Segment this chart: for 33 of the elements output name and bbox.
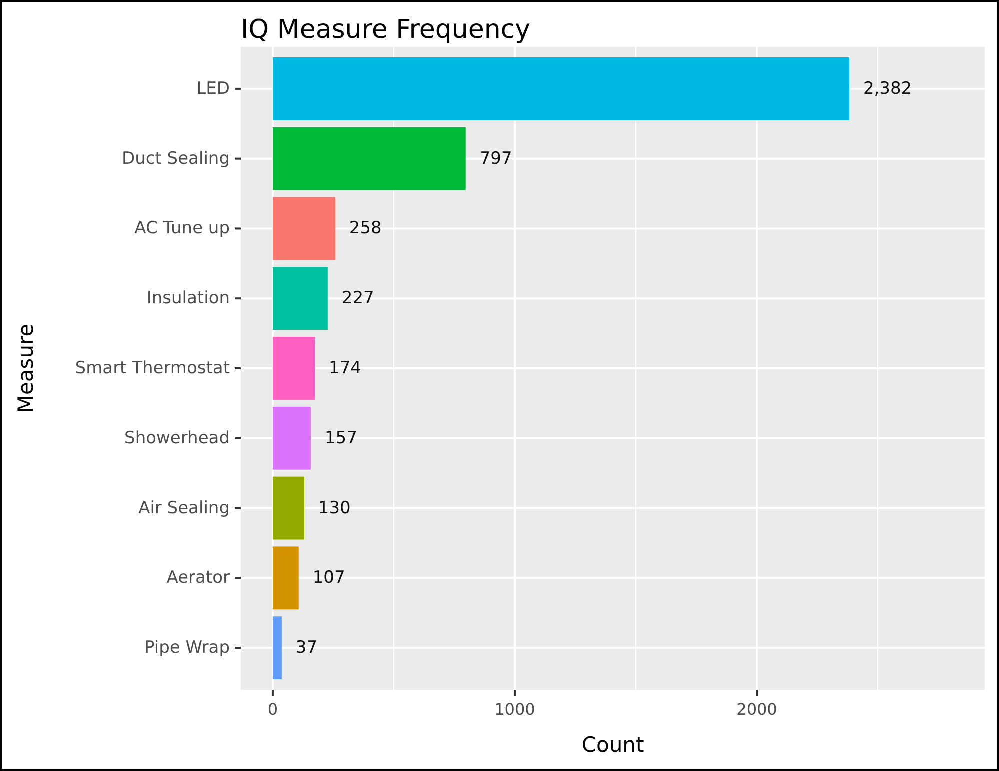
y-tick-label: Insulation — [146, 288, 230, 309]
data-label: 37 — [296, 638, 318, 658]
y-tick-label: LED — [196, 78, 230, 99]
x-tick-label: 0 — [268, 700, 278, 719]
y-tick-label: Pipe Wrap — [144, 638, 230, 658]
y-tick-label: Aerator — [166, 568, 230, 588]
data-label: 130 — [318, 498, 351, 518]
y-tick-label: AC Tune up — [134, 218, 230, 239]
bar — [272, 546, 299, 610]
data-label: 227 — [342, 288, 374, 309]
bar — [272, 476, 304, 540]
bar — [272, 127, 466, 190]
y-tick-label: Duct Sealing — [122, 148, 230, 169]
chart-title: IQ Measure Frequency — [241, 15, 530, 45]
y-tick-label: Smart Thermostat — [75, 358, 230, 378]
x-tick-label: 1000 — [494, 700, 536, 719]
x-tick-label: 2000 — [736, 700, 778, 719]
x-axis-title: Count — [582, 733, 644, 757]
data-label: 797 — [480, 148, 512, 169]
y-tick-label: Air Sealing — [138, 498, 230, 518]
bar — [272, 406, 311, 470]
data-label: 107 — [312, 568, 346, 588]
data-label: 174 — [329, 358, 362, 378]
data-label: 157 — [324, 428, 358, 448]
bar — [272, 337, 316, 400]
bar — [272, 57, 850, 120]
bar — [272, 267, 328, 330]
data-label: 2,382 — [863, 78, 912, 99]
y-axis-title: Measure — [14, 324, 38, 414]
bar — [272, 616, 282, 680]
data-label: 258 — [349, 218, 382, 239]
bar — [272, 197, 336, 260]
y-tick-label: Showerhead — [124, 428, 230, 448]
